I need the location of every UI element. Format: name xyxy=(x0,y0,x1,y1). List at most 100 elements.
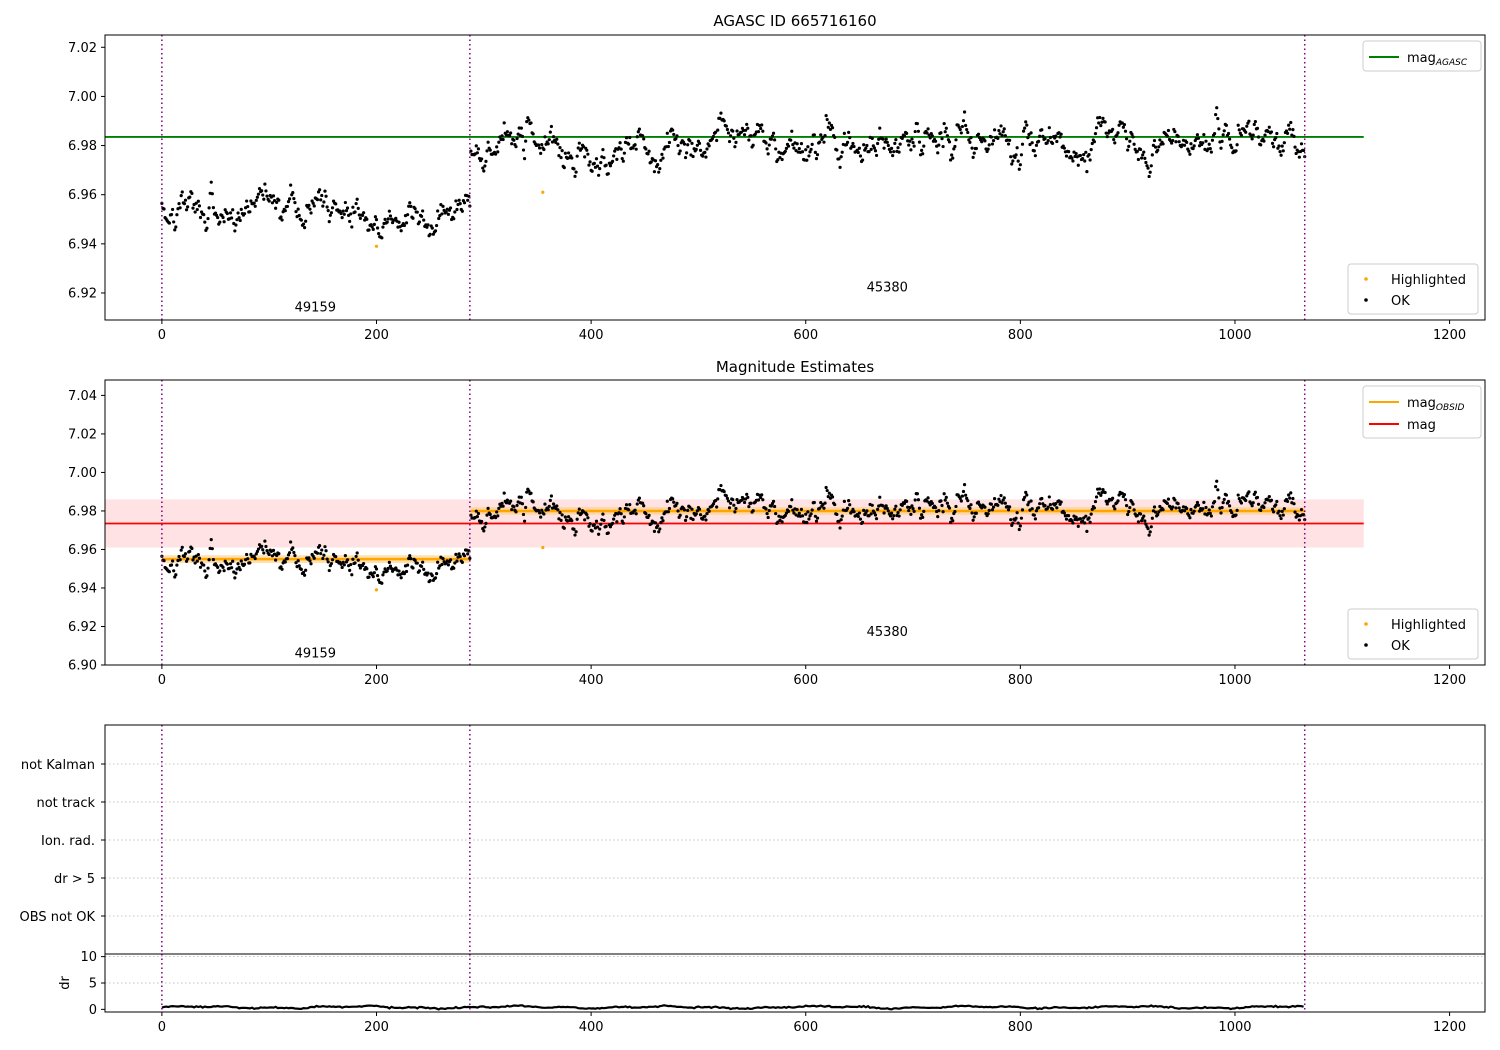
ok-point xyxy=(433,576,438,580)
ok-point xyxy=(417,569,422,573)
ok-point xyxy=(551,502,556,506)
ok-point xyxy=(289,540,293,544)
x-tick-label: 400 xyxy=(579,1020,604,1035)
ok-point xyxy=(338,209,342,213)
ok-point xyxy=(804,148,808,152)
ok-point xyxy=(381,573,385,577)
ok-point xyxy=(944,495,948,499)
ok-point xyxy=(1189,142,1193,146)
ok-point xyxy=(1182,143,1187,147)
y-tick-label: 6.90 xyxy=(68,659,97,674)
ok-point xyxy=(1288,127,1292,131)
ok-point xyxy=(926,496,930,500)
ok-point xyxy=(1011,521,1015,525)
ok-point xyxy=(505,498,510,502)
ok-point xyxy=(1210,505,1215,509)
ok-point xyxy=(1251,501,1255,505)
ok-point xyxy=(1247,490,1251,494)
ok-point xyxy=(1032,513,1036,517)
ok-point xyxy=(263,539,267,543)
ok-point xyxy=(383,567,387,571)
ok-point xyxy=(1001,130,1005,134)
ok-point xyxy=(484,159,488,163)
ok-point xyxy=(1151,143,1156,147)
ok-point xyxy=(962,483,967,487)
ok-point xyxy=(878,495,882,499)
ok-point xyxy=(597,532,601,536)
ok-point xyxy=(818,140,822,144)
ok-point xyxy=(308,207,312,211)
ok-point xyxy=(983,139,987,143)
ok-point xyxy=(941,144,945,149)
ok-point xyxy=(1113,507,1117,511)
ok-point xyxy=(734,140,738,144)
ok-point xyxy=(773,138,777,142)
x-tick-label: 0 xyxy=(158,328,166,343)
ok-point xyxy=(1150,153,1154,157)
ok-point xyxy=(1050,507,1055,511)
ok-point xyxy=(1237,128,1241,132)
ok-point xyxy=(767,508,771,513)
ok-point xyxy=(1092,140,1096,144)
ok-point xyxy=(818,506,822,510)
ok-point xyxy=(1025,123,1029,127)
ok-point xyxy=(1216,116,1220,121)
x-tick-label: 1200 xyxy=(1433,673,1466,688)
ok-point xyxy=(430,574,434,578)
ok-point xyxy=(885,506,889,511)
ok-point xyxy=(177,202,181,206)
ok-point xyxy=(422,218,426,222)
ok-point xyxy=(848,503,852,507)
ok-point xyxy=(747,138,751,142)
ok-point xyxy=(865,143,869,148)
ok-point xyxy=(345,558,350,562)
ok-point xyxy=(342,563,346,567)
ok-point xyxy=(1280,144,1284,148)
ok-point xyxy=(179,548,183,552)
ok-point xyxy=(515,503,519,508)
ok-point xyxy=(354,554,358,559)
ok-point xyxy=(735,129,739,133)
ok-point xyxy=(1028,142,1032,147)
ok-point xyxy=(900,503,904,507)
ok-point xyxy=(1111,496,1115,500)
ok-point xyxy=(355,551,359,555)
ok-point xyxy=(851,141,855,146)
ok-point xyxy=(1111,127,1115,131)
ok-point xyxy=(948,158,953,162)
ok-point xyxy=(767,143,771,147)
ok-point xyxy=(970,146,974,150)
ok-point xyxy=(519,495,523,499)
ok-point xyxy=(1026,503,1030,507)
ok-point xyxy=(950,516,954,520)
ok-point xyxy=(1099,124,1103,128)
ok-point xyxy=(774,147,778,151)
ok-point xyxy=(536,143,541,147)
ok-point xyxy=(206,216,210,221)
ok-point xyxy=(169,212,174,217)
ok-point xyxy=(1048,503,1052,507)
ok-point xyxy=(1048,135,1052,140)
ok-point xyxy=(1185,140,1189,145)
ok-point xyxy=(894,504,898,508)
ok-point xyxy=(690,141,694,145)
ok-point xyxy=(329,211,334,215)
ok-point xyxy=(233,229,237,233)
ok-point xyxy=(1250,137,1254,141)
ok-point xyxy=(1277,509,1281,513)
ok-point xyxy=(326,560,330,564)
ok-point xyxy=(1285,499,1290,504)
ok-point xyxy=(555,504,559,508)
ok-point xyxy=(1140,519,1144,523)
ok-point xyxy=(286,200,291,204)
ok-point xyxy=(1215,106,1219,110)
ok-point xyxy=(822,140,826,144)
ok-point xyxy=(225,211,229,216)
ok-point xyxy=(792,146,796,150)
ok-point xyxy=(559,518,563,522)
ok-point xyxy=(466,198,470,202)
ok-point xyxy=(522,519,527,523)
ok-point xyxy=(576,146,580,150)
ok-point xyxy=(307,203,311,208)
ok-point xyxy=(205,226,209,230)
